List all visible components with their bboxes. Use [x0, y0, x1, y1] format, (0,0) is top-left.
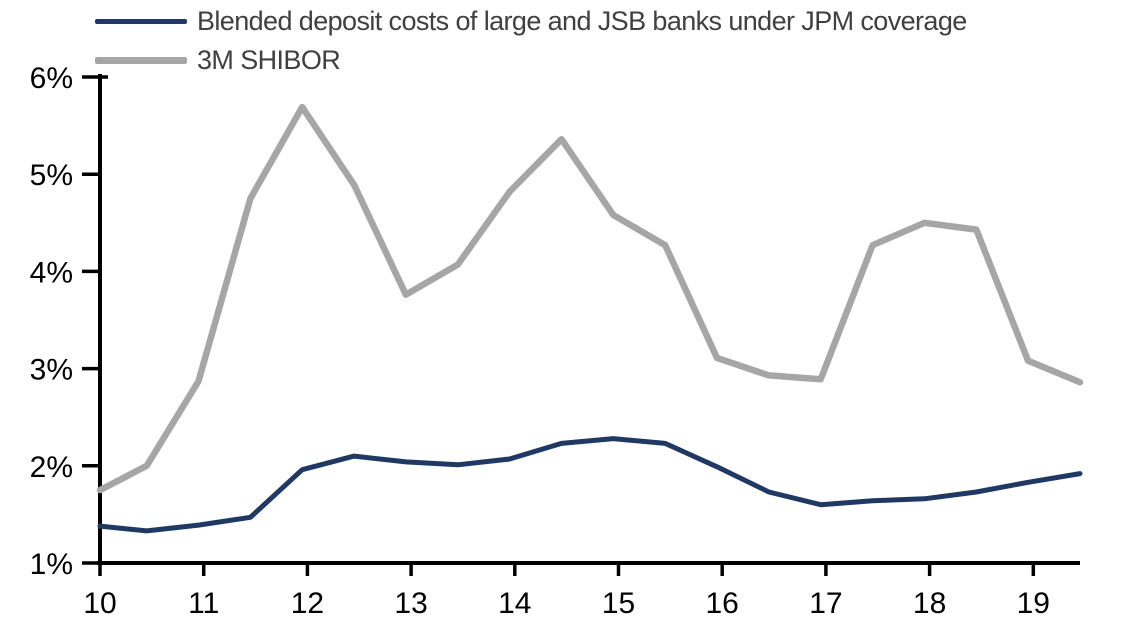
series-line-shibor: [96, 103, 1084, 494]
series-line-deposit-costs: [97, 436, 1083, 534]
x-tick-label: 14: [498, 587, 531, 620]
x-tick-label: 16: [706, 587, 739, 620]
x-tick-label: 11: [188, 587, 219, 620]
y-tick-label: 4%: [30, 256, 73, 289]
y-tick-label: 5%: [30, 159, 73, 192]
x-tick-label: 12: [291, 587, 324, 620]
y-tick-label: 6%: [30, 62, 73, 95]
x-tick-label: 15: [602, 587, 635, 620]
shibor-line-swatch: [95, 57, 187, 64]
x-tick-label: 10: [83, 587, 116, 620]
legend-item-shibor: 3M SHIBOR: [95, 45, 967, 76]
y-tick-label: 3%: [30, 354, 73, 387]
x-tick-label: 19: [1017, 587, 1050, 620]
y-tick-label: 1%: [30, 548, 73, 581]
y-tick-label: 2%: [30, 451, 73, 484]
legend-label-shibor: 3M SHIBOR: [197, 45, 341, 75]
deposit-costs-line-swatch: [95, 19, 187, 24]
legend: Blended deposit costs of large and JSB b…: [95, 6, 967, 76]
x-tick-label: 13: [394, 587, 427, 620]
x-tick-label: 17: [809, 587, 842, 620]
x-tick-label: 18: [913, 587, 946, 620]
legend-label-deposit-costs: Blended deposit costs of large and JSB b…: [197, 6, 967, 36]
legend-item-deposit-costs: Blended deposit costs of large and JSB b…: [95, 6, 967, 37]
